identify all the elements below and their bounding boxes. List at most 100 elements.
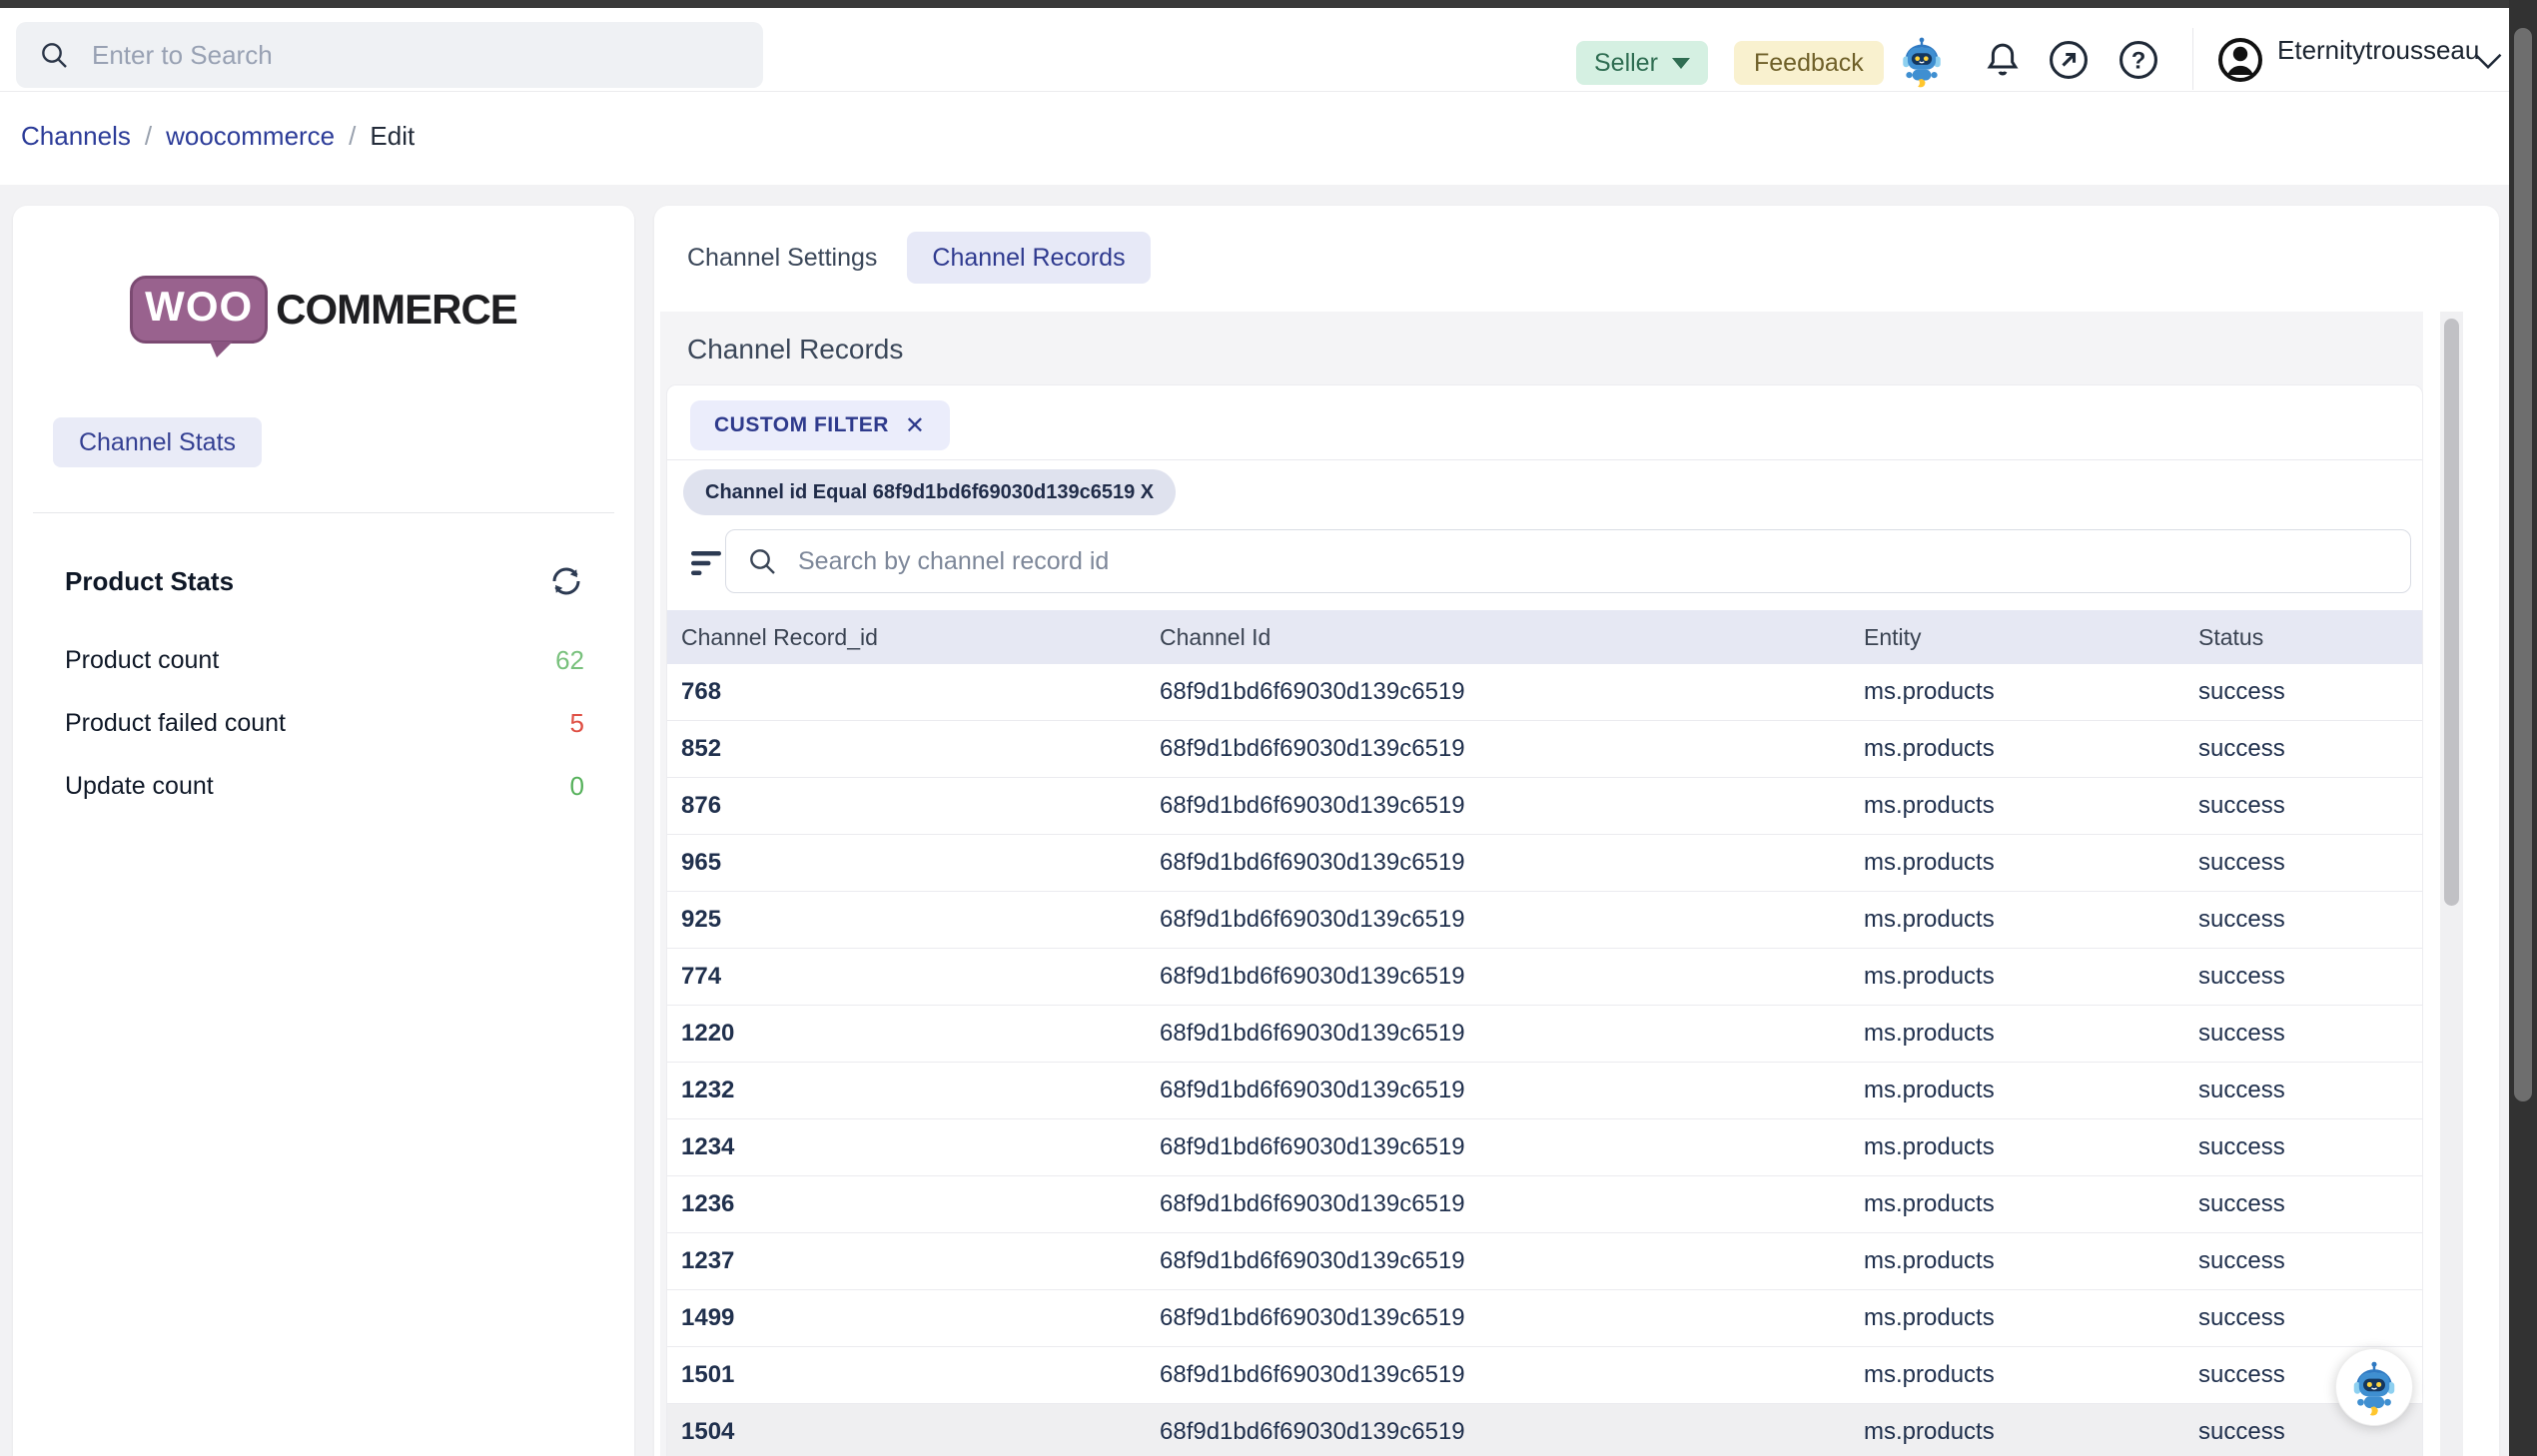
global-search-input[interactable] bbox=[92, 39, 741, 71]
chat-bot-icon bbox=[2353, 1361, 2395, 1416]
cell-channel-id: 68f9d1bd6f69030d139c6519 bbox=[1160, 792, 1465, 819]
table-row[interactable]: 768 68f9d1bd6f69030d139c6519 ms.products su… bbox=[667, 664, 2422, 721]
col-channel-id: Channel Id bbox=[1160, 623, 1271, 650]
search-icon bbox=[42, 43, 67, 68]
channel-main-card: Channel Settings Channel Records Channel… bbox=[654, 206, 2499, 1456]
woo-logo-text: COMMERCE bbox=[276, 286, 518, 333]
cell-channel-record-id: 965 bbox=[681, 849, 722, 876]
stat-row-update-count: Update count 0 bbox=[65, 771, 584, 802]
chips-divider bbox=[667, 459, 2422, 460]
table-row[interactable]: 852 68f9d1bd6f69030d139c6519 ms.products su… bbox=[667, 721, 2422, 778]
seller-dropdown[interactable]: Seller bbox=[1576, 41, 1708, 85]
custom-filter-chip[interactable]: CUSTOM FILTER ✕ bbox=[690, 400, 950, 450]
app-header: Seller Feedback ? bbox=[0, 8, 2509, 92]
table-row[interactable]: 1234 68f9d1bd6f69030d139c6519 ms.products s… bbox=[667, 1119, 2422, 1176]
cell-status: success bbox=[2198, 1133, 2285, 1160]
cell-status: success bbox=[2198, 906, 2285, 933]
cell-channel-id: 68f9d1bd6f69030d139c6519 bbox=[1160, 906, 1465, 933]
record-search-input[interactable] bbox=[798, 546, 2390, 576]
table-row[interactable]: 1499 68f9d1bd6f69030d139c6519 ms.products s… bbox=[667, 1290, 2422, 1347]
table-row[interactable]: 774 68f9d1bd6f69030d139c6519 ms.products su… bbox=[667, 949, 2422, 1006]
panel-title: Channel Records bbox=[687, 334, 904, 364]
filter-list-button[interactable] bbox=[688, 545, 724, 581]
cell-channel-id: 68f9d1bd6f69030d139c6519 bbox=[1160, 1020, 1465, 1047]
feedback-button[interactable]: Feedback bbox=[1734, 41, 1884, 85]
cell-entity: ms.products bbox=[1864, 1077, 1995, 1103]
woocommerce-logo: WOO COMMERCE bbox=[13, 276, 634, 358]
user-menu[interactable]: Eternitytrousseau bbox=[2277, 8, 2479, 92]
table-row[interactable]: 1236 68f9d1bd6f69030d139c6519 ms.products s… bbox=[667, 1176, 2422, 1233]
chat-bot-button[interactable] bbox=[2335, 1348, 2413, 1426]
cell-status: success bbox=[2198, 1418, 2285, 1445]
table-row[interactable]: 1220 68f9d1bd6f69030d139c6519 ms.products s… bbox=[667, 1006, 2422, 1063]
cell-entity: ms.products bbox=[1864, 1020, 1995, 1047]
table-row[interactable]: 876 68f9d1bd6f69030d139c6519 ms.products su… bbox=[667, 778, 2422, 835]
cell-entity: ms.products bbox=[1864, 1361, 1995, 1388]
cell-channel-record-id: 1504 bbox=[681, 1418, 735, 1445]
page-scrollbar[interactable] bbox=[2509, 0, 2537, 1456]
feedback-label: Feedback bbox=[1754, 48, 1864, 77]
table-row[interactable]: 1232 68f9d1bd6f69030d139c6519 ms.products s… bbox=[667, 1063, 2422, 1119]
cell-status: success bbox=[2198, 1020, 2285, 1047]
breadcrumb-channels[interactable]: Channels bbox=[21, 121, 131, 151]
cell-channel-record-id: 1234 bbox=[681, 1133, 735, 1160]
breadcrumb-separator: / bbox=[144, 121, 153, 151]
global-search[interactable] bbox=[16, 22, 763, 88]
notifications-bell-icon[interactable] bbox=[1980, 37, 2026, 83]
cell-channel-record-id: 1220 bbox=[681, 1020, 735, 1047]
caret-down-icon bbox=[1671, 57, 1690, 69]
cell-channel-id: 68f9d1bd6f69030d139c6519 bbox=[1160, 1361, 1465, 1388]
table-row[interactable]: 925 68f9d1bd6f69030d139c6519 ms.products su… bbox=[667, 892, 2422, 949]
cell-status: success bbox=[2198, 1077, 2285, 1103]
table-row[interactable]: 1504 68f9d1bd6f69030d139c6519 ms.products s… bbox=[667, 1404, 2422, 1456]
cell-entity: ms.products bbox=[1864, 678, 1995, 705]
breadcrumb-woocommerce[interactable]: woocommerce bbox=[166, 121, 336, 151]
tab-channel-records[interactable]: Channel Records bbox=[907, 232, 1151, 284]
cell-channel-record-id: 1237 bbox=[681, 1247, 735, 1274]
breadcrumb-edit: Edit bbox=[370, 121, 416, 151]
stat-label: Product failed count bbox=[65, 709, 286, 737]
seller-label: Seller bbox=[1594, 48, 1658, 77]
stat-label: Product count bbox=[65, 646, 220, 674]
product-stats-title: Product Stats bbox=[65, 565, 235, 596]
cell-channel-id: 68f9d1bd6f69030d139c6519 bbox=[1160, 963, 1465, 990]
table-row[interactable]: 1501 68f9d1bd6f69030d139c6519 ms.products s… bbox=[667, 1347, 2422, 1404]
refresh-stats-button[interactable] bbox=[548, 563, 584, 599]
filter-condition-chip[interactable]: Channel id Equal 68f9d1bd6f69030d139c651… bbox=[683, 469, 1177, 515]
page-background: WOO COMMERCE Channel Stats Product Stats… bbox=[0, 185, 2509, 1456]
cell-channel-record-id: 768 bbox=[681, 678, 722, 705]
panel-scrollbar-thumb[interactable] bbox=[2444, 319, 2459, 906]
external-link-icon[interactable] bbox=[2046, 37, 2092, 83]
cell-channel-record-id: 1236 bbox=[681, 1190, 735, 1217]
stat-value: 0 bbox=[569, 771, 584, 801]
cell-entity: ms.products bbox=[1864, 1133, 1995, 1160]
cell-status: success bbox=[2198, 678, 2285, 705]
cell-channel-id: 68f9d1bd6f69030d139c6519 bbox=[1160, 678, 1465, 705]
cell-status: success bbox=[2198, 963, 2285, 990]
page-scrollbar-thumb[interactable] bbox=[2514, 28, 2532, 1101]
record-search[interactable] bbox=[725, 529, 2411, 593]
user-avatar[interactable] bbox=[2215, 35, 2265, 85]
cell-channel-record-id: 925 bbox=[681, 906, 722, 933]
woo-logo-bubble: WOO bbox=[130, 276, 269, 358]
channel-sidebar: WOO COMMERCE Channel Stats Product Stats… bbox=[13, 206, 634, 1456]
cell-status: success bbox=[2198, 735, 2285, 762]
cell-channel-id: 68f9d1bd6f69030d139c6519 bbox=[1160, 735, 1465, 762]
table-row[interactable]: 965 68f9d1bd6f69030d139c6519 ms.products su… bbox=[667, 835, 2422, 892]
channel-records-table: Channel Record_id Channel Id Entity Stat… bbox=[667, 610, 2422, 1456]
cell-status: success bbox=[2198, 849, 2285, 876]
help-icon[interactable]: ? bbox=[2115, 37, 2161, 83]
close-icon[interactable]: ✕ bbox=[904, 411, 926, 439]
chevron-down-icon[interactable] bbox=[2467, 38, 2509, 84]
cell-entity: ms.products bbox=[1864, 1304, 1995, 1331]
table-row[interactable]: 1237 68f9d1bd6f69030d139c6519 ms.products s… bbox=[667, 1233, 2422, 1290]
assistant-bot-icon[interactable] bbox=[1896, 33, 1948, 89]
panel-scrollbar[interactable] bbox=[2440, 312, 2463, 1456]
username: Eternitytrousseau bbox=[2277, 34, 2480, 65]
tab-channel-settings[interactable]: Channel Settings bbox=[687, 244, 878, 272]
browser-top-strip bbox=[0, 0, 2537, 8]
channel-stats-button[interactable]: Channel Stats bbox=[53, 417, 262, 467]
col-channel-record-id: Channel Record_id bbox=[681, 623, 878, 650]
col-entity: Entity bbox=[1864, 623, 1922, 650]
cell-channel-id: 68f9d1bd6f69030d139c6519 bbox=[1160, 1077, 1465, 1103]
